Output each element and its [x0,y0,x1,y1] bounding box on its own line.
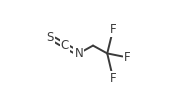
Text: C: C [61,39,69,52]
Text: S: S [47,31,54,44]
Text: F: F [124,51,130,64]
Text: F: F [110,23,116,36]
Text: F: F [110,72,116,85]
Text: N: N [74,47,83,60]
